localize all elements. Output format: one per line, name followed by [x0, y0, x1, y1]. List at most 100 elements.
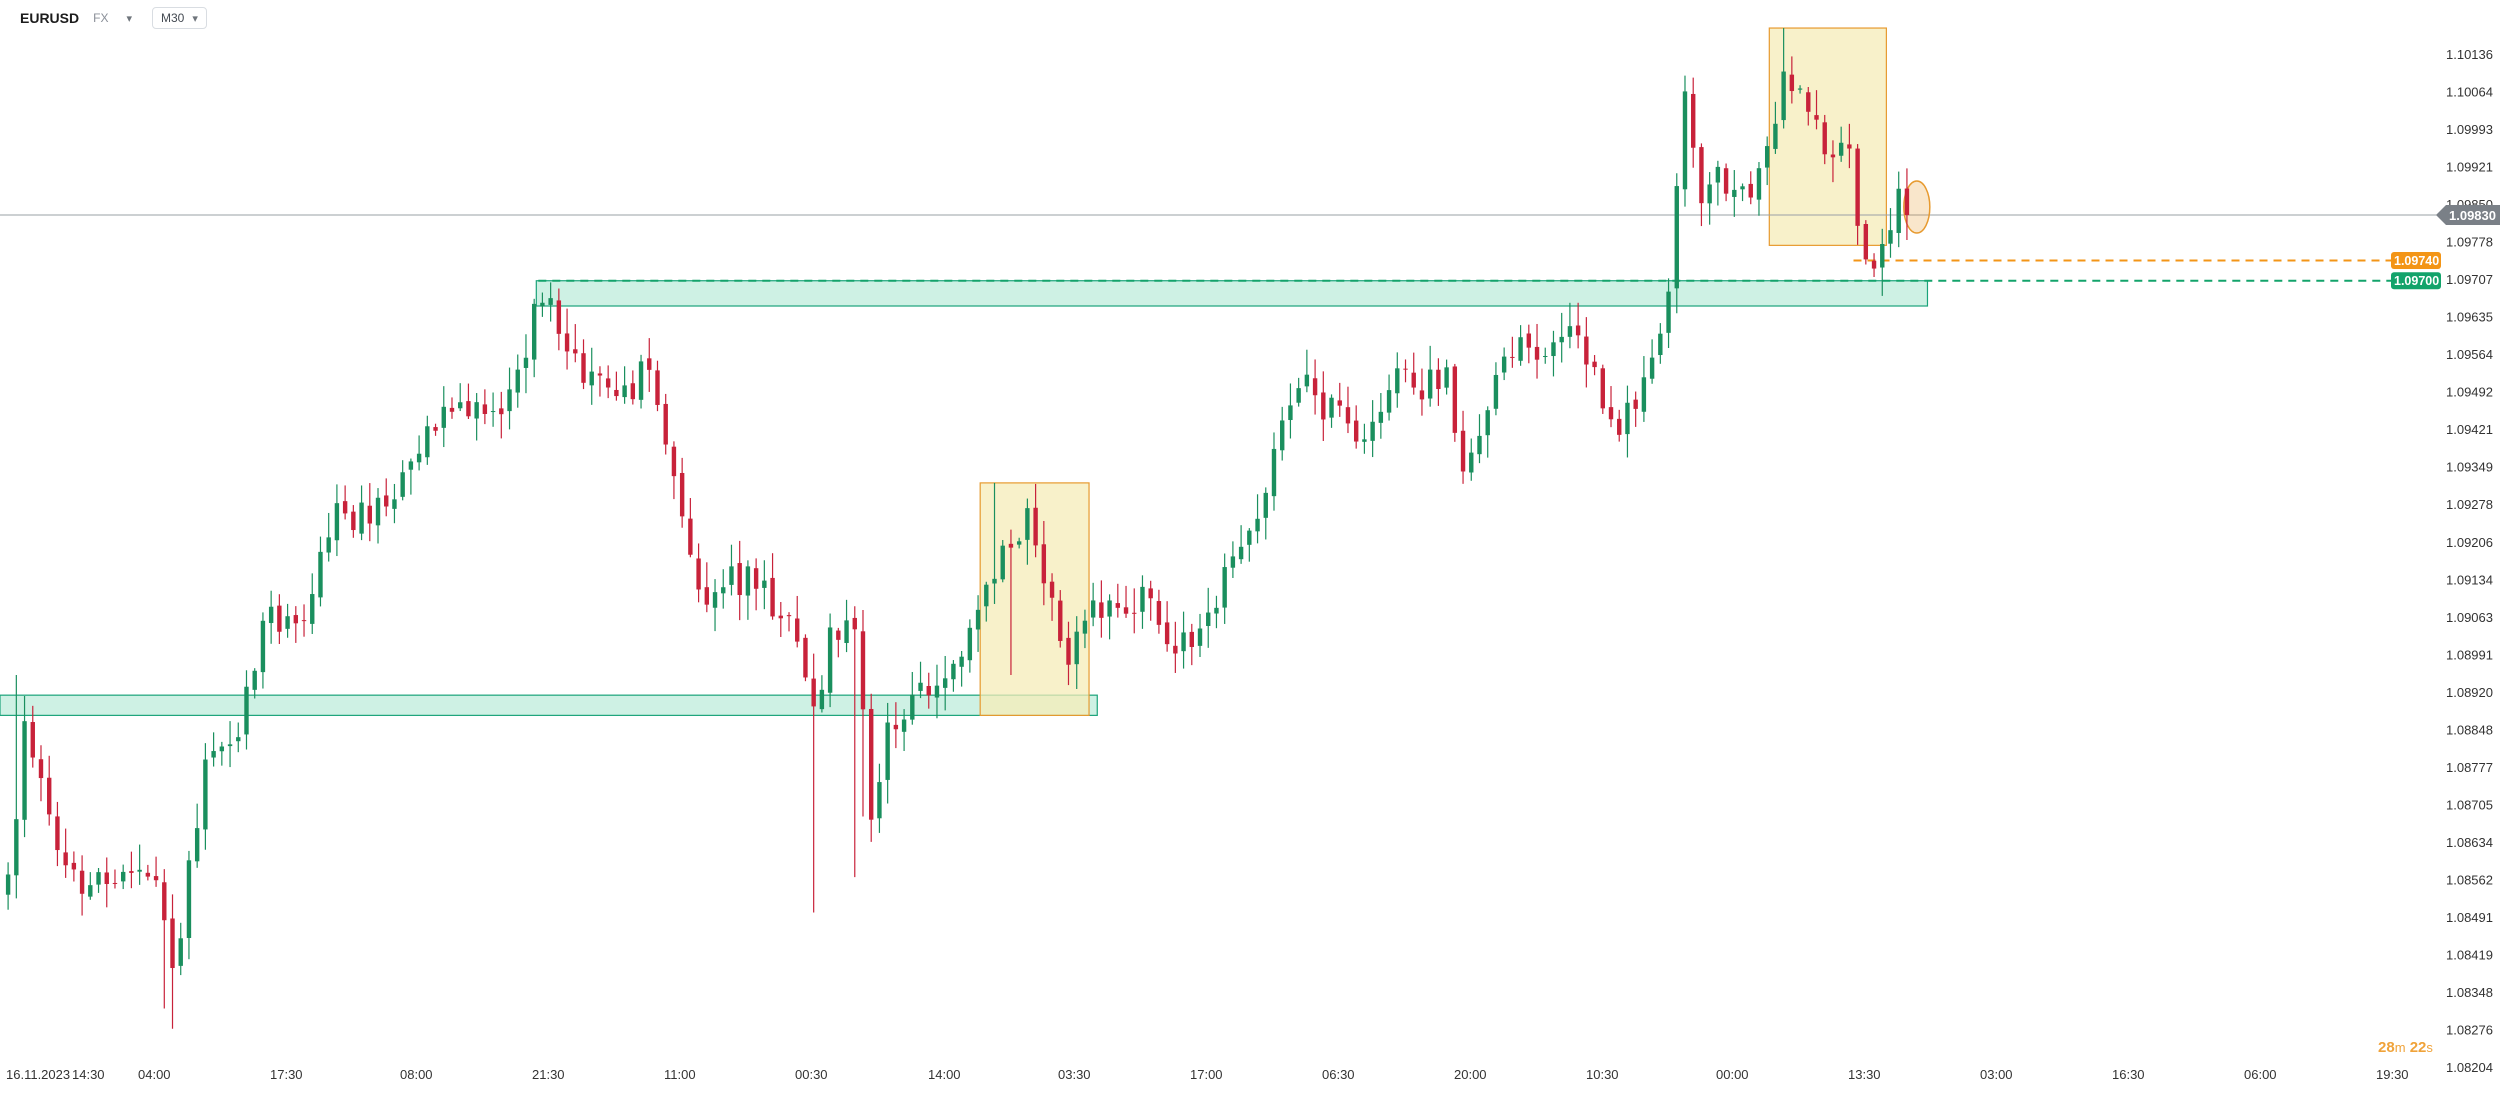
candle-body	[679, 472, 685, 517]
candle-body	[112, 882, 118, 884]
candle-body	[1740, 186, 1745, 190]
x-tick-label: 21:30	[532, 1067, 565, 1082]
labels-layer: 1.09740 1.09700 1.09830	[2391, 205, 2500, 290]
candle-body	[1312, 378, 1318, 396]
candle-body	[704, 587, 710, 605]
candle-82	[679, 457, 685, 528]
candle-body	[942, 678, 948, 688]
candle-179	[1477, 414, 1482, 464]
candle-body	[162, 882, 167, 921]
timeframe-selector[interactable]: M30 ▾	[152, 7, 207, 29]
zones-layer	[0, 27, 1929, 716]
candle-102	[844, 599, 849, 653]
candle-body	[1469, 452, 1474, 473]
candle-27	[227, 721, 233, 768]
candle-body	[310, 594, 315, 624]
candle-body	[1510, 356, 1515, 358]
candle-57	[474, 393, 479, 441]
candle-230	[1896, 171, 1901, 248]
candle-4	[38, 745, 44, 802]
candle-223	[1838, 126, 1844, 162]
candle-192	[1584, 317, 1589, 388]
candle-156	[1288, 383, 1293, 439]
candle-body	[1452, 366, 1458, 433]
circle-marker	[1903, 180, 1931, 234]
candle-body	[30, 722, 35, 758]
countdown-minutes: 28	[2378, 1039, 2395, 1056]
candle-body	[375, 497, 381, 526]
candle-114	[942, 655, 948, 711]
candle-body	[1058, 600, 1063, 641]
candle-body	[762, 580, 767, 588]
candle-body	[260, 620, 266, 673]
candle-body	[778, 615, 783, 619]
candle-49	[408, 458, 414, 495]
candle-body	[770, 577, 775, 617]
candle-107	[885, 702, 890, 804]
candle-body	[1280, 420, 1285, 451]
candle-159	[1312, 359, 1318, 415]
candle-136	[1123, 585, 1129, 618]
candle-body	[1871, 260, 1877, 269]
candle-15	[129, 851, 134, 889]
candle-108	[893, 702, 899, 749]
candle-body	[1888, 230, 1893, 244]
candle-56	[466, 383, 471, 420]
candle-body	[1748, 183, 1753, 198]
candle-214	[1764, 136, 1770, 186]
candle-body	[967, 627, 973, 661]
candle-body	[334, 503, 340, 541]
candle-body	[540, 302, 545, 307]
candle-183	[1510, 336, 1515, 368]
candle-7	[63, 828, 68, 878]
candle-body	[1534, 346, 1540, 360]
candle-61	[507, 367, 512, 430]
candle-141	[1164, 601, 1170, 652]
candle-body	[252, 670, 257, 690]
candle-222	[1830, 140, 1836, 183]
x-tick-label: 13:30	[1848, 1067, 1881, 1082]
candle-body	[1814, 115, 1819, 120]
candle-88	[729, 544, 734, 596]
candle-10	[88, 872, 93, 900]
symbol-selector[interactable]: EURUSD FX ▾	[20, 10, 132, 26]
candle-body	[416, 453, 422, 463]
candle-9	[79, 855, 85, 916]
candle-body	[351, 511, 356, 531]
candle-101	[836, 627, 841, 658]
x-tick-label: 11:00	[664, 1067, 696, 1082]
candle-178	[1469, 438, 1474, 481]
candle-224	[1847, 123, 1852, 169]
y-tick-label: 1.08276	[2446, 1023, 2493, 1038]
candle-210	[1732, 170, 1737, 217]
candle-78	[647, 338, 652, 392]
candle-body	[359, 502, 364, 534]
toolbar: EURUSD FX ▾ M30 ▾	[0, 0, 207, 36]
candle-body	[1551, 342, 1556, 357]
candle-body	[1600, 368, 1605, 409]
candle-207	[1707, 172, 1712, 225]
candle-body	[622, 385, 627, 398]
candle-body	[1896, 188, 1901, 233]
candle-body	[795, 618, 800, 642]
candle-body	[1123, 607, 1129, 614]
candle-body	[79, 870, 85, 894]
candle-body	[1904, 188, 1910, 216]
candle-body	[211, 751, 216, 758]
candle-220	[1814, 90, 1819, 130]
candle-168	[1386, 374, 1392, 421]
candle-body	[433, 427, 438, 431]
candle-body	[1082, 620, 1088, 634]
y-tick-label: 1.09564	[2446, 347, 2493, 362]
candle-body	[499, 408, 504, 415]
candle-body	[1156, 601, 1162, 625]
candle-body	[1477, 435, 1482, 455]
candle-140	[1156, 589, 1162, 634]
candle-19	[162, 869, 167, 1009]
candle-164	[1353, 405, 1359, 449]
candle-body	[1099, 602, 1104, 618]
candle-84	[696, 543, 701, 603]
candle-189	[1559, 312, 1564, 363]
candle-120	[992, 482, 997, 604]
